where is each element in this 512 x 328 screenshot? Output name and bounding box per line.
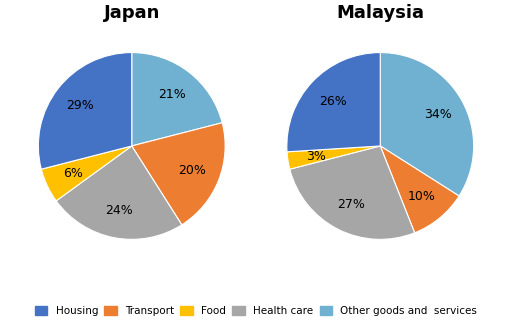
Wedge shape	[132, 123, 225, 225]
Text: 24%: 24%	[105, 204, 133, 217]
Legend: Housing, Transport, Food, Health care, Other goods and  services: Housing, Transport, Food, Health care, O…	[32, 303, 480, 319]
Wedge shape	[380, 52, 474, 196]
Wedge shape	[290, 146, 415, 239]
Wedge shape	[287, 146, 380, 169]
Text: 27%: 27%	[336, 198, 365, 211]
Text: 21%: 21%	[158, 88, 186, 101]
Wedge shape	[132, 52, 222, 146]
Wedge shape	[56, 146, 182, 239]
Text: 10%: 10%	[408, 190, 436, 203]
Wedge shape	[38, 52, 132, 169]
Text: 6%: 6%	[62, 167, 82, 180]
Wedge shape	[41, 146, 132, 201]
Wedge shape	[287, 52, 380, 152]
Text: 20%: 20%	[179, 164, 206, 176]
Text: 3%: 3%	[306, 150, 326, 163]
Text: 34%: 34%	[423, 108, 452, 121]
Text: 26%: 26%	[318, 95, 347, 108]
Title: Japan: Japan	[103, 4, 160, 22]
Text: 29%: 29%	[66, 99, 94, 113]
Wedge shape	[380, 146, 459, 233]
Title: Malaysia: Malaysia	[336, 4, 424, 22]
